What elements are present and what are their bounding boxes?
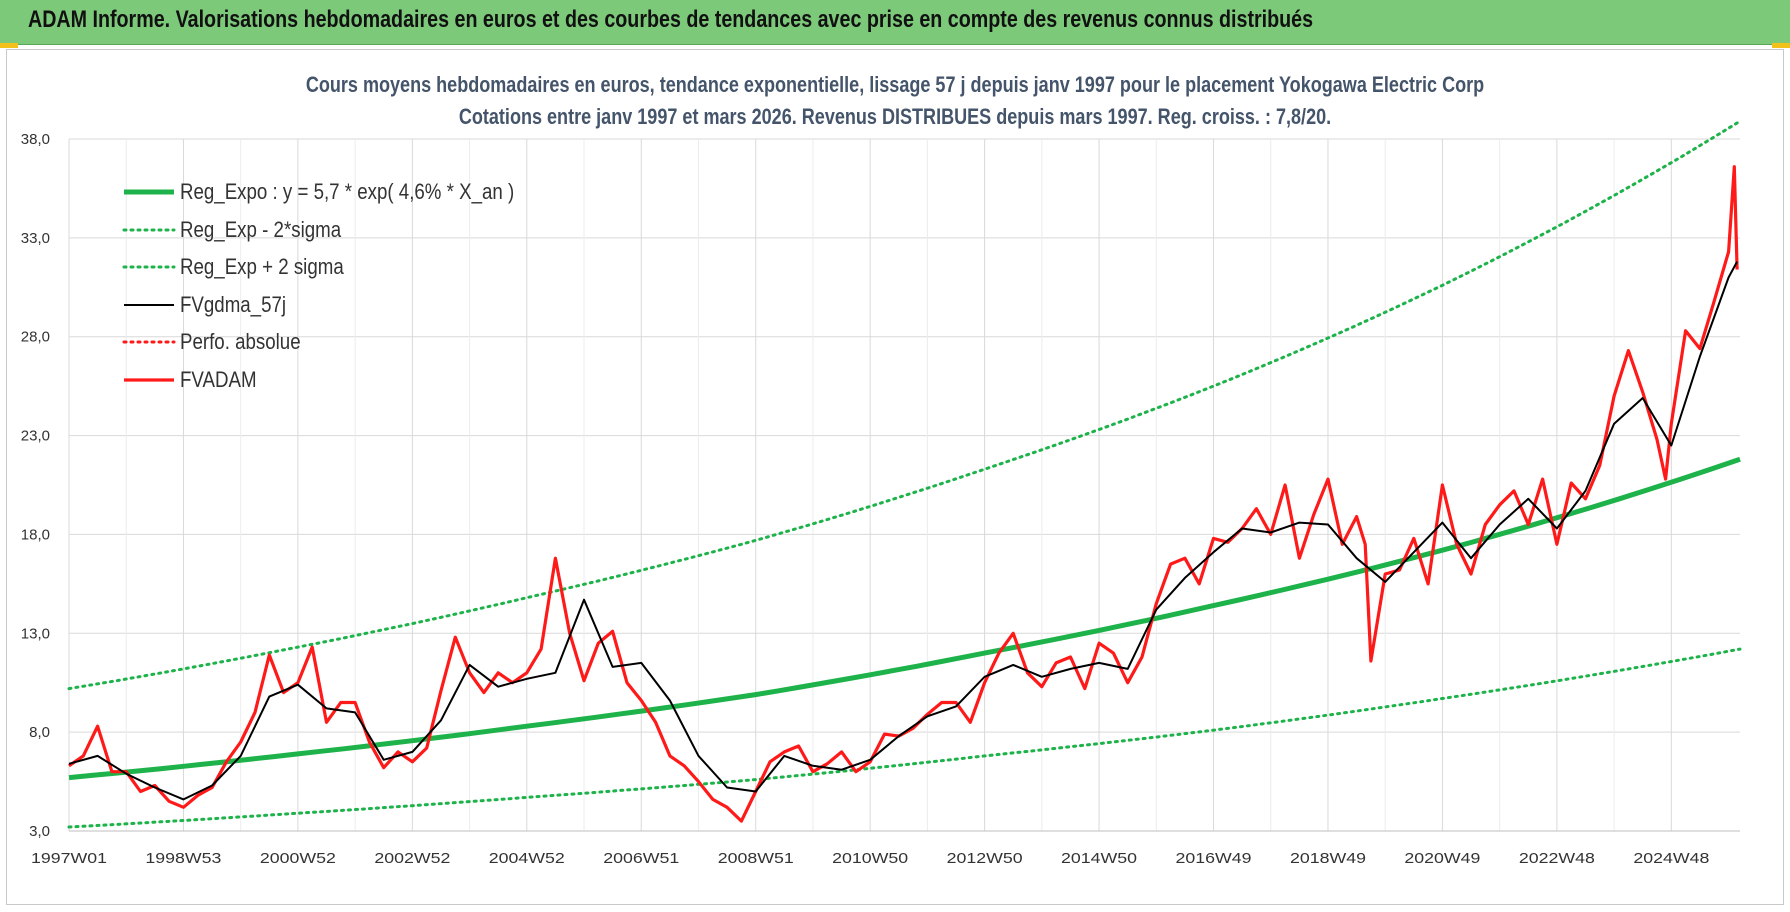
legend-label: Reg_Exp - 2*sigma: [180, 216, 342, 242]
y-tick-label: 8,0: [29, 724, 50, 741]
legend-swatch: [122, 228, 176, 232]
legend-swatch: [124, 189, 174, 195]
legend-label: Reg_Exp + 2 sigma: [180, 254, 344, 280]
chart-grid: [68, 138, 1740, 832]
x-tick-label: 2012W50: [947, 850, 1023, 867]
legend-label: Reg_Expo : y = 5,7 * exp( 4,6% * X_an ): [180, 179, 515, 204]
legend-label: FVgdma_57j: [180, 291, 287, 317]
legend-label: Perfo. absolue: [180, 329, 301, 355]
corner-mark-left: [0, 43, 18, 48]
series-line-5: [68, 165, 1739, 823]
x-tick-label: 2002W52: [374, 850, 450, 867]
chart-subtitle: Cotations entre janv 1997 et mars 2026. …: [458, 104, 1332, 129]
x-tick-label: 2008W51: [718, 850, 794, 867]
corner-mark-right: [1772, 43, 1790, 48]
series-line-1: [67, 647, 1742, 829]
series-line-3: [68, 261, 1738, 801]
x-tick-label: 2022W48: [1519, 850, 1595, 867]
legend-swatch: [122, 265, 176, 269]
chart-series: [67, 119, 1742, 829]
report-banner: ADAM Informe. Valorisations hebdomadaire…: [0, 0, 1790, 45]
x-tick-label: 2020W49: [1404, 850, 1480, 867]
y-tick-label: 3,0: [29, 823, 50, 840]
chart-frame: [6, 49, 1784, 905]
y-tick-label: 38,0: [21, 131, 50, 148]
y-tick-label: 23,0: [21, 428, 50, 445]
x-tick-label: 1998W53: [145, 850, 221, 867]
legend-swatch: [124, 378, 174, 382]
x-tick-label: 1997W01: [31, 850, 107, 867]
chart-title: Cours moyens hebdomadaires en euros, ten…: [305, 72, 1485, 97]
series-line-0: [68, 456, 1741, 781]
legend-swatch: [124, 303, 174, 306]
x-tick-label: 2016W49: [1176, 850, 1252, 867]
y-tick-label: 18,0: [21, 526, 50, 543]
x-tick-label: 2006W51: [603, 850, 679, 867]
chart-ticks: 3,0 8,0 13,0 18,0 23,0 28,0 33,0 38,0 1997W01 199…: [21, 131, 1710, 867]
x-tick-label: 2024W48: [1633, 850, 1709, 867]
series-line-2: [67, 119, 1742, 691]
x-tick-label: 2010W50: [832, 850, 908, 867]
x-tick-label: 2000W52: [260, 850, 336, 867]
report-banner-title: ADAM Informe. Valorisations hebdomadaire…: [28, 6, 1314, 33]
legend-swatch: [122, 340, 176, 344]
x-tick-label: 2014W50: [1061, 850, 1137, 867]
x-tick-label: 2004W52: [489, 850, 565, 867]
y-tick-label: 28,0: [21, 329, 50, 346]
legend-label: FVADAM: [180, 367, 257, 392]
y-tick-label: 33,0: [21, 230, 50, 247]
y-tick-label: 13,0: [21, 625, 50, 642]
x-tick-label: 2018W49: [1290, 850, 1366, 867]
